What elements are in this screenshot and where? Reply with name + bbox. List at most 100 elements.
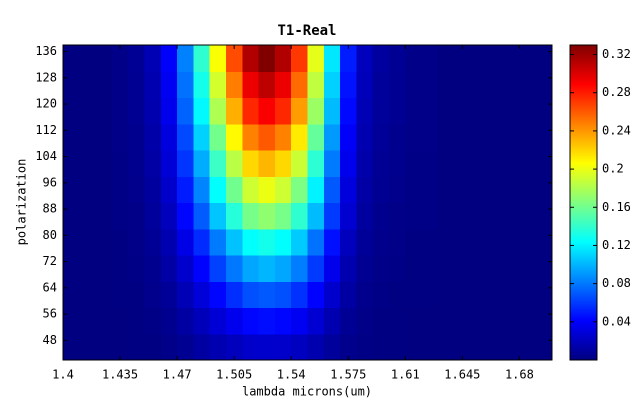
- heatmap-cell: [535, 333, 553, 361]
- heatmap-cell: [323, 45, 341, 72]
- heatmap-cell: [193, 228, 211, 256]
- heatmap-cell: [95, 45, 113, 72]
- heatmap-cell: [437, 123, 455, 151]
- heatmap-cell: [274, 228, 292, 256]
- colorbar-tick-label: 0.16: [602, 200, 631, 214]
- heatmap-cell: [177, 97, 194, 125]
- heatmap-cell: [258, 45, 276, 72]
- heatmap-cell: [160, 45, 178, 72]
- heatmap-cell: [405, 150, 423, 177]
- heatmap-cell: [323, 228, 341, 256]
- heatmap-cell: [160, 71, 178, 99]
- heatmap-cell: [209, 333, 227, 361]
- heatmap-cell: [144, 123, 162, 151]
- heatmap-cell: [486, 123, 504, 151]
- heatmap-cell: [291, 71, 309, 99]
- heatmap-cell: [372, 228, 390, 256]
- heatmap-cell: [274, 333, 292, 361]
- heatmap-cell: [111, 45, 129, 72]
- heatmap-cell: [323, 281, 341, 309]
- heatmap-cell: [503, 176, 520, 204]
- heatmap-cell: [454, 176, 472, 204]
- heatmap-cell: [209, 71, 227, 99]
- heatmap-cell: [340, 255, 357, 282]
- y-tick-label: 120: [35, 97, 57, 111]
- heatmap-cell: [79, 228, 97, 256]
- heatmap-cell: [258, 150, 276, 177]
- heatmap-cell: [421, 228, 439, 256]
- heatmap-cell: [63, 123, 80, 151]
- heatmap-cell: [454, 150, 472, 177]
- heatmap-cell: [437, 45, 455, 72]
- colorbar-tick-label: 0.24: [602, 123, 631, 137]
- heatmap-cell: [389, 202, 406, 230]
- heatmap-cell: [209, 176, 227, 204]
- x-tick-label: 1.505: [216, 368, 252, 382]
- heatmap-cell: [209, 202, 227, 230]
- heatmap-cell: [503, 281, 520, 309]
- heatmap-cell: [437, 281, 455, 309]
- heatmap-cell: [454, 71, 472, 99]
- colorbar: [569, 44, 598, 361]
- heatmap-cell: [209, 97, 227, 125]
- heatmap-cell: [470, 176, 488, 204]
- heatmap-cell: [160, 97, 178, 125]
- heatmap-cell: [470, 228, 488, 256]
- heatmap-cell: [291, 176, 309, 204]
- heatmap-cell: [95, 255, 113, 282]
- heatmap-cell: [258, 333, 276, 361]
- heatmap-cell: [242, 307, 260, 335]
- heatmap-cell: [193, 176, 211, 204]
- heatmap-cell: [63, 150, 80, 177]
- heatmap-cell: [470, 281, 488, 309]
- heatmap-cell: [437, 176, 455, 204]
- heatmap-cell: [242, 255, 260, 282]
- heatmap-cell: [503, 45, 520, 72]
- heatmap-cell: [111, 123, 129, 151]
- heatmap-cell: [242, 97, 260, 125]
- heatmap-cell: [193, 281, 211, 309]
- heatmap-cell: [128, 71, 146, 99]
- heatmap-cell: [95, 202, 113, 230]
- heatmap-cell: [226, 281, 243, 309]
- heatmap-cell: [128, 228, 146, 256]
- heatmap-cell: [144, 150, 162, 177]
- heatmap-cell: [340, 123, 357, 151]
- heatmap-cell: [95, 228, 113, 256]
- heatmap-cell: [421, 123, 439, 151]
- heatmap-cell: [63, 255, 80, 282]
- heatmap-cell: [242, 71, 260, 99]
- y-axis-label: polarization: [15, 159, 29, 246]
- heatmap-cell: [437, 202, 455, 230]
- heatmap-cell: [111, 202, 129, 230]
- heatmap-cell: [356, 333, 374, 361]
- heatmap-cell: [454, 333, 472, 361]
- heatmap-cell: [63, 307, 80, 335]
- heatmap-cell: [454, 281, 472, 309]
- heatmap-cell: [258, 228, 276, 256]
- heatmap-cell: [177, 45, 194, 72]
- heatmap-cell: [242, 45, 260, 72]
- heatmap-cell: [389, 45, 406, 72]
- heatmap-cell: [503, 150, 520, 177]
- heatmap-cell: [291, 202, 309, 230]
- heatmap-cell: [307, 71, 325, 99]
- heatmap-cell: [503, 202, 520, 230]
- heatmap-cell: [209, 255, 227, 282]
- heatmap-cell: [242, 176, 260, 204]
- heatmap-cell: [79, 307, 97, 335]
- heatmap-cell: [535, 97, 553, 125]
- heatmap-cell: [79, 150, 97, 177]
- heatmap-cell: [128, 307, 146, 335]
- heatmap-cell: [177, 228, 194, 256]
- heatmap-cell: [193, 307, 211, 335]
- heatmap-cell: [242, 228, 260, 256]
- heatmap-cell: [470, 71, 488, 99]
- heatmap-cell: [340, 228, 357, 256]
- heatmap-cell: [291, 255, 309, 282]
- heatmap-cell: [291, 307, 309, 335]
- heatmap-cell: [389, 97, 406, 125]
- heatmap-cell: [421, 71, 439, 99]
- heatmap-cell: [323, 307, 341, 335]
- x-tick-label: 1.54: [277, 368, 306, 382]
